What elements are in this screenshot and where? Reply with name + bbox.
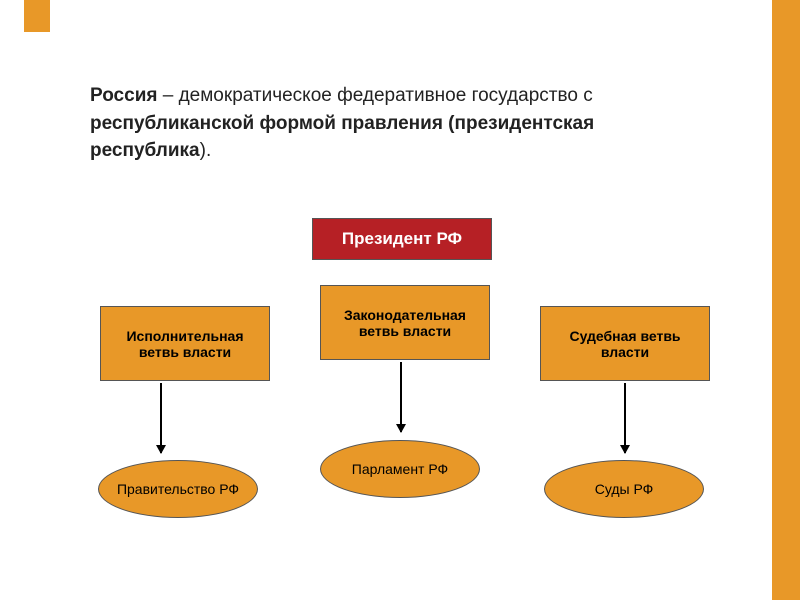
president-label: Президент РФ — [342, 229, 462, 249]
branch-judicial-label: Судебная ветвь власти — [545, 328, 705, 360]
president-box: Президент РФ — [312, 218, 492, 260]
heading-bold2: республиканской формой правления (презид… — [90, 113, 594, 162]
heading-text: Россия – демократическое федеративное го… — [90, 82, 670, 165]
body-parliament-label: Парламент РФ — [352, 461, 448, 477]
arrow-executive — [160, 383, 162, 453]
body-government-label: Правительство РФ — [117, 481, 239, 497]
branch-executive-box: Исполнительная ветвь власти — [100, 306, 270, 381]
body-courts-label: Суды РФ — [595, 481, 654, 497]
body-government-ellipse: Правительство РФ — [98, 460, 258, 518]
heading-part2: ). — [200, 140, 212, 161]
arrow-legislative — [400, 362, 402, 432]
heading-country: Россия — [90, 85, 157, 106]
branch-legislative-label: Законодательная ветвь власти — [325, 307, 485, 339]
accent-bar-top — [24, 0, 50, 32]
arrow-judicial — [624, 383, 626, 453]
heading-part1: – демократическое федеративное государст… — [157, 85, 592, 106]
body-courts-ellipse: Суды РФ — [544, 460, 704, 518]
body-parliament-ellipse: Парламент РФ — [320, 440, 480, 498]
branch-executive-label: Исполнительная ветвь власти — [105, 328, 265, 360]
branch-legislative-box: Законодательная ветвь власти — [320, 285, 490, 360]
accent-bar-right — [772, 0, 800, 600]
branch-judicial-box: Судебная ветвь власти — [540, 306, 710, 381]
